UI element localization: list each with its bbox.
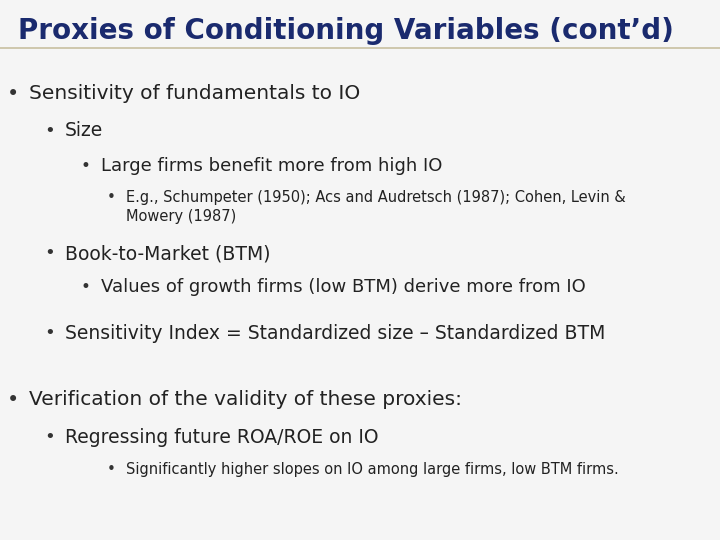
Text: Book-to-Market (BTM): Book-to-Market (BTM) <box>65 244 270 263</box>
Text: Sensitivity Index = Standardized size – Standardized BTM: Sensitivity Index = Standardized size – … <box>65 324 606 343</box>
Text: •: • <box>45 244 55 262</box>
Text: Values of growth firms (low BTM) derive more from IO: Values of growth firms (low BTM) derive … <box>101 278 585 296</box>
Text: Large firms benefit more from high IO: Large firms benefit more from high IO <box>101 157 442 174</box>
Text: Sensitivity of fundamentals to IO: Sensitivity of fundamentals to IO <box>29 84 360 103</box>
Text: •: • <box>45 324 55 342</box>
Text: •: • <box>81 278 91 296</box>
Text: Significantly higher slopes on IO among large firms, low BTM firms.: Significantly higher slopes on IO among … <box>126 462 618 477</box>
Text: •: • <box>7 390 19 410</box>
Text: •: • <box>81 157 91 174</box>
Text: •: • <box>45 428 55 445</box>
Text: Regressing future ROA/ROE on IO: Regressing future ROA/ROE on IO <box>65 428 378 447</box>
Text: Proxies of Conditioning Variables (cont’d): Proxies of Conditioning Variables (cont’… <box>18 17 674 45</box>
Text: •: • <box>7 84 19 104</box>
Text: Size: Size <box>65 122 103 140</box>
Text: E.g., Schumpeter (1950); Acs and Audretsch (1987); Cohen, Levin &
Mowery (1987): E.g., Schumpeter (1950); Acs and Audrets… <box>126 190 626 224</box>
Text: •: • <box>45 122 55 139</box>
Text: •: • <box>107 190 115 205</box>
Text: Verification of the validity of these proxies:: Verification of the validity of these pr… <box>29 390 462 409</box>
Text: •: • <box>107 462 115 477</box>
